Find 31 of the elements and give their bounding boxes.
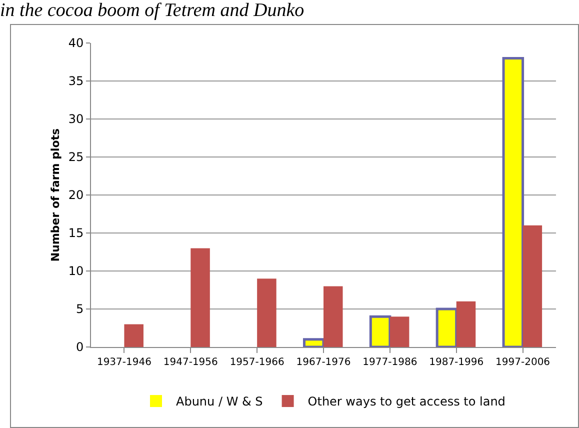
- y-tick-label: 5: [76, 302, 84, 316]
- bar: [302, 338, 325, 347]
- legend-label: Other ways to get access to land: [308, 394, 506, 409]
- bar: [257, 278, 276, 347]
- y-tick-label: 15: [68, 226, 84, 240]
- y-tick-label: 35: [68, 74, 84, 88]
- bar: [522, 225, 542, 347]
- x-tick-label: 1997-2006: [496, 357, 550, 368]
- chart-title: in the cocoa boom of Tetrem and Dunko: [0, 0, 304, 22]
- y-tick-label: 30: [68, 112, 84, 126]
- y-tick-label: 0: [76, 340, 84, 354]
- y-tick-label: 25: [68, 150, 84, 164]
- bar: [124, 324, 144, 347]
- x-tick-label: 1937-1946: [96, 357, 152, 368]
- bar: [324, 286, 343, 347]
- bar: [190, 248, 210, 347]
- bar: [390, 316, 410, 347]
- x-tick-label: 1987-1996: [429, 357, 484, 368]
- x-tick-label: 1977-1986: [362, 357, 418, 368]
- y-tick-label: 10: [68, 264, 84, 278]
- y-axis-title: Number of farm plots: [49, 128, 62, 262]
- bar: [456, 301, 476, 347]
- bar: [436, 308, 458, 347]
- x-tick-label: 1957-1966: [230, 357, 284, 368]
- x-tick-label: 1947-1956: [163, 357, 218, 368]
- y-tick-label: 20: [68, 188, 84, 202]
- legend-label: Abunu / W & S: [176, 394, 263, 409]
- y-tick-label: 40: [68, 36, 84, 50]
- bar: [369, 315, 392, 347]
- x-tick-label: 1967-1976: [296, 357, 351, 368]
- bar: [502, 56, 524, 347]
